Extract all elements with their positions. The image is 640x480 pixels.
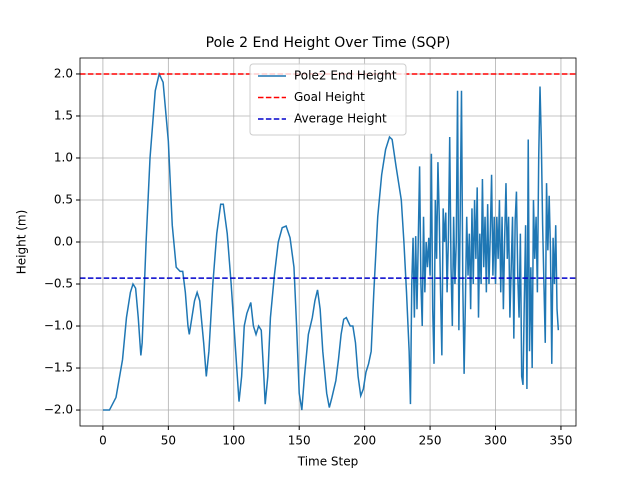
legend-label: Goal Height (294, 90, 365, 104)
legend-label: Average Height (294, 112, 387, 126)
axes-frame (79, 57, 577, 427)
x-tick-label: 300 (484, 434, 507, 448)
y-tick-label: 1.0 (54, 150, 73, 164)
y-axis-label: Height (m) (15, 210, 29, 275)
x-tick-label: 250 (419, 434, 442, 448)
data-line (102, 71, 560, 411)
y-tick-label: −2.0 (44, 403, 73, 417)
y-tick-label: −1.0 (44, 319, 73, 333)
x-tick-label: 350 (549, 434, 572, 448)
x-axis-label: Time Step (297, 455, 359, 469)
x-tick-label: 50 (161, 434, 176, 448)
legend-label: Pole2 End Height (294, 69, 397, 83)
y-tick-label: 0.5 (54, 192, 73, 206)
y-tick-label: 0.0 (54, 235, 73, 249)
x-tick-label: 100 (222, 434, 245, 448)
legend-box (249, 63, 407, 136)
x-tick-label: 0 (99, 434, 107, 448)
x-tick-label: 200 (353, 434, 376, 448)
chart-title: Pole 2 End Height Over Time (SQP) (206, 35, 451, 51)
y-tick-label: 1.5 (54, 108, 73, 122)
x-tick-label: 150 (288, 434, 311, 448)
y-tick-label: 2.0 (54, 66, 73, 80)
y-tick-label: −0.5 (44, 277, 73, 291)
y-tick-label: −1.5 (44, 361, 73, 375)
